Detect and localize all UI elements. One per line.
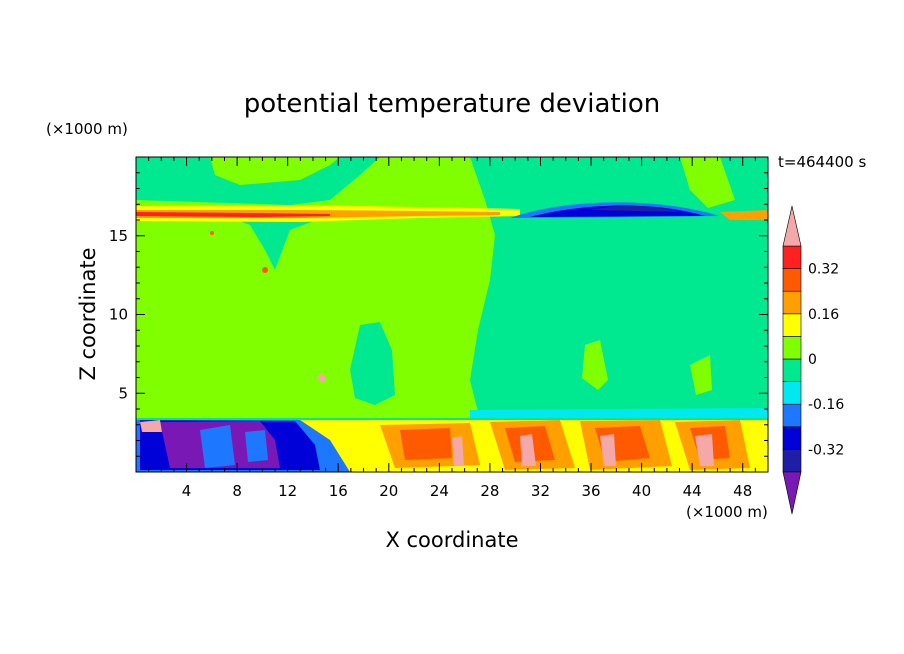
x-tick-label: 44	[683, 482, 702, 500]
field-bl-cold-fingers	[200, 425, 268, 468]
field-warm-speck	[318, 374, 326, 382]
colorbar-cell	[782, 268, 802, 292]
y-axis: 5 10 15	[109, 172, 768, 457]
colorbar-cell	[782, 358, 802, 382]
field-region-cool-upper-left	[136, 157, 380, 205]
y-tick-label: 10	[109, 306, 128, 324]
x-tick-label: 12	[278, 482, 297, 500]
x-tick-label: 24	[430, 482, 449, 500]
field-warm-speck	[210, 231, 214, 235]
field-bl-hot-cells	[400, 426, 730, 462]
colorbar-cell	[782, 313, 802, 337]
colorbar-cell	[782, 449, 802, 473]
x-tick-label: 40	[632, 482, 651, 500]
colorbar-cell	[782, 245, 802, 269]
x-axis-label: X coordinate	[385, 528, 518, 552]
x-tick-label: 16	[329, 482, 348, 500]
field-bl-cyan-band	[470, 408, 768, 418]
field-warm-band-right	[720, 210, 768, 220]
colorbar-cell	[782, 290, 802, 315]
x-unit-label: (×1000 m)	[686, 503, 768, 521]
colorbar: 0.32 0.16 0 -0.16 -0.32	[782, 205, 844, 515]
field-warm-band-core	[136, 212, 330, 217]
colorbar-tick-label: 0.32	[808, 262, 839, 278]
colorbar-extend-max	[782, 205, 802, 247]
field-region-warm-islands	[582, 157, 735, 395]
x-tick-label: 28	[480, 482, 499, 500]
x-tick-label: 20	[379, 482, 398, 500]
colorbar-tick-label: 0.16	[808, 307, 839, 323]
colorbar-tick-label: -0.32	[808, 442, 844, 458]
y-unit-label: (×1000 m)	[46, 120, 128, 138]
x-tick-label: 4	[182, 482, 192, 500]
x-tick-label: 48	[733, 482, 752, 500]
x-tick-label: 8	[232, 482, 242, 500]
field-region-cool-blob	[350, 322, 395, 405]
field-region-cool-right	[470, 157, 768, 420]
time-label: t=464400 s	[778, 153, 866, 171]
y-tick-label: 5	[118, 384, 128, 402]
x-tick-label: 32	[531, 482, 550, 500]
field-bl-pink-edge	[140, 420, 162, 432]
colorbar-extend-min	[782, 471, 802, 515]
field-cold-lens-core	[590, 206, 680, 212]
plot-area	[136, 157, 768, 472]
colorbar-tick-label: 0	[808, 352, 817, 368]
y-axis-label: Z coordinate	[76, 247, 100, 380]
field-warm-speck	[262, 267, 268, 273]
colorbar-cell	[782, 336, 802, 360]
y-tick-label: 15	[109, 227, 128, 245]
field-bl-warm-cells	[380, 420, 750, 470]
colorbar-cell	[782, 381, 802, 405]
colorbar-cell	[782, 426, 802, 450]
colorbar-tick-label: -0.16	[808, 397, 844, 413]
x-axis: 4 8 12 16 20 24 28 32 36 40 44 48	[148, 157, 756, 500]
chart-title: potential temperature deviation	[244, 89, 660, 119]
field-region-cool-upper-mid	[210, 210, 330, 270]
colorbar-cell	[782, 403, 802, 428]
x-tick-label: 36	[581, 482, 600, 500]
